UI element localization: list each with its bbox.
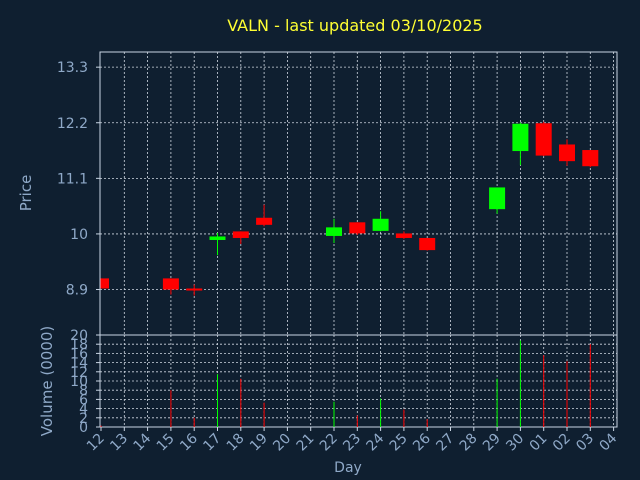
x-tick-label: 14 <box>131 430 155 454</box>
candle-body <box>419 237 436 251</box>
chart-title: VALN - last updated 03/10/2025 <box>227 16 482 35</box>
candle <box>100 278 109 289</box>
x-tick-label: 02 <box>550 431 574 455</box>
price-y-tick-label: 11.1 <box>57 171 88 187</box>
candle <box>582 150 599 168</box>
candle <box>419 237 436 251</box>
candle-body <box>395 233 412 238</box>
candle <box>326 218 342 244</box>
x-tick-label: 19 <box>247 431 271 455</box>
price-y-tick-label: 8.9 <box>66 283 88 299</box>
candle <box>489 187 506 214</box>
candle <box>162 278 179 295</box>
x-tick-label: 27 <box>433 431 457 455</box>
x-axis-label: Day <box>334 460 362 476</box>
price-y-tick-label: 13.3 <box>57 60 88 76</box>
candle-body <box>101 278 109 289</box>
candle <box>186 284 203 296</box>
candle <box>512 122 529 166</box>
candle-body <box>372 218 389 231</box>
volume-y-tick-label: 8 <box>79 383 88 399</box>
volume-y-tick-label: 4 <box>79 402 88 418</box>
x-tick-label: 13 <box>107 431 131 455</box>
x-tick-label: 29 <box>480 431 504 455</box>
candle <box>256 204 273 227</box>
candle-body <box>349 222 366 234</box>
volume-y-tick-label: 6 <box>79 392 88 408</box>
price-y-tick-label: 12.2 <box>57 116 88 132</box>
x-tick-label: 28 <box>457 431 481 455</box>
candle-body <box>512 123 529 152</box>
candle-body <box>162 278 179 290</box>
volume-y-tick-label: 14 <box>70 356 88 372</box>
candle-body <box>209 236 226 240</box>
x-tick-label: 17 <box>200 431 224 455</box>
price-grid <box>100 52 617 335</box>
x-tick-label: 21 <box>294 431 318 455</box>
volume-y-tick-label: 0 <box>79 420 88 436</box>
price-panel: 8.9 10 11.1 12.2 13.3 Price <box>17 51 618 336</box>
volume-axis-label: Volume (0000) <box>38 326 56 436</box>
x-axis: 12 13 14 15 16 17 18 19 20 21 22 23 24 25 26 27 28 29 30 01… <box>84 427 621 455</box>
price-y-ticks: 8.9 10 11.1 12.2 13.3 <box>57 60 100 299</box>
candle-body <box>326 227 342 236</box>
candle <box>232 231 249 245</box>
x-tick-label: 24 <box>364 430 388 454</box>
candle <box>535 121 552 157</box>
x-tick-label: 22 <box>317 431 341 455</box>
price-y-tick-label: 10 <box>70 227 88 243</box>
x-tick-label: 30 <box>503 431 527 455</box>
volume-y-tick-label: 18 <box>70 337 88 353</box>
volume-y-tick-label: 10 <box>70 374 88 390</box>
price-axis-label: Price <box>17 175 35 212</box>
volume-y-tick-label: 12 <box>70 365 88 381</box>
volume-y-tick-label: 20 <box>70 328 88 344</box>
volume-bars <box>100 340 591 427</box>
candle <box>372 211 389 232</box>
volume-y-tick-label: 16 <box>70 346 88 362</box>
x-tick-label: 23 <box>340 431 364 455</box>
candle-body <box>489 187 506 210</box>
price-panel-frame <box>99 51 618 336</box>
candle-body <box>232 231 249 238</box>
candle-body <box>186 288 203 291</box>
candle <box>209 232 226 256</box>
x-tick-label: 20 <box>270 431 294 455</box>
candle-body <box>559 144 575 162</box>
x-tick-label: 04 <box>597 430 621 454</box>
x-tick-label: 26 <box>410 430 434 454</box>
x-tick-label: 01 <box>527 431 551 455</box>
volume-grid <box>100 335 617 427</box>
x-tick-label: 15 <box>154 431 178 455</box>
candle-body <box>535 123 552 156</box>
x-tick-label: 16 <box>177 430 201 454</box>
candle <box>559 139 575 166</box>
candle-body <box>582 150 599 167</box>
candle <box>349 222 366 235</box>
volume-y-tick-label: 2 <box>79 411 88 427</box>
candle-body <box>256 217 273 225</box>
candle <box>395 231 412 239</box>
x-tick-label: 03 <box>573 431 597 455</box>
x-tick-label: 25 <box>387 431 411 455</box>
candles <box>100 121 599 296</box>
x-tick-label: 18 <box>224 431 248 455</box>
